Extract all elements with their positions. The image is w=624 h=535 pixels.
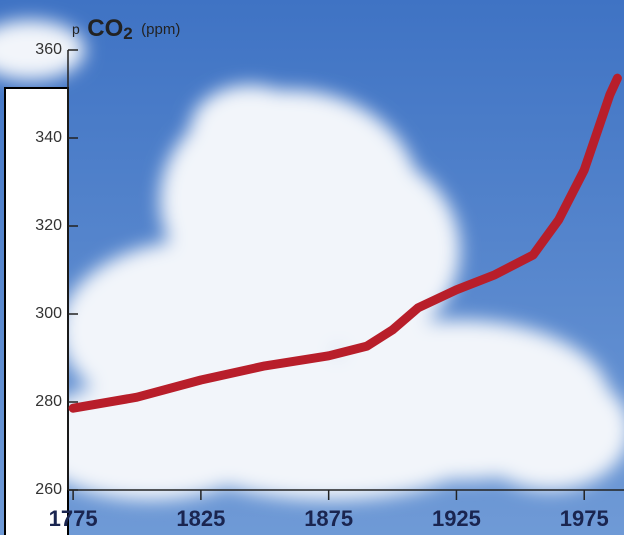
y-tick-label: 280 [35,393,62,410]
y-tick-label: 300 [35,305,62,322]
y-tick-label: 340 [35,129,62,146]
x-tick-label: 1875 [304,506,353,531]
x-tick-label: 1825 [176,506,225,531]
x-tick-label: 1975 [560,506,609,531]
y-tick-label: 320 [35,217,62,234]
x-tick-label: 1775 [49,506,98,531]
x-tick-label: 1925 [432,506,481,531]
y-axis-label: p CO2 (ppm) [72,15,180,43]
y-tick-label: 360 [35,41,62,58]
data-line [68,73,622,413]
y-tick-label: 260 [35,481,62,498]
clouds [0,20,624,500]
